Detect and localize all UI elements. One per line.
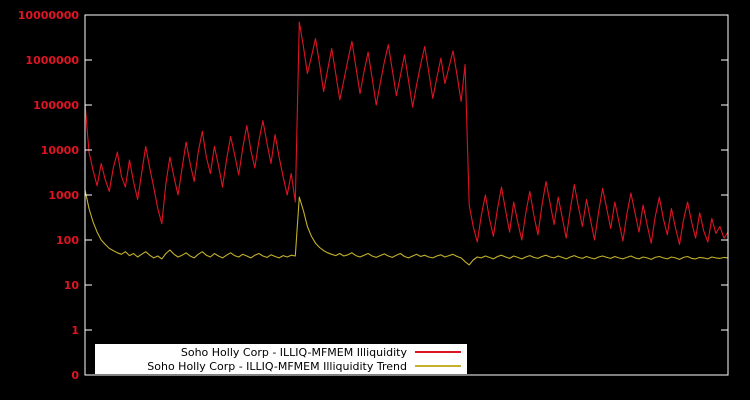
legend-item-trend: Soho Holly Corp - ILLIQ-MFMEM Illiquidit…	[99, 360, 463, 373]
legend-item-illiquidity: Soho Holly Corp - ILLIQ-MFMEM Illiquidit…	[99, 346, 463, 359]
y-axis-tick-label: 100	[56, 234, 79, 247]
legend-line-sample-trend	[415, 365, 461, 367]
legend-label-trend: Soho Holly Corp - ILLIQ-MFMEM Illiquidit…	[147, 359, 407, 373]
legend-line-sample-illiquidity	[415, 351, 461, 353]
y-axis-tick-label: 10000	[41, 144, 80, 157]
y-axis-tick-label: 10	[64, 279, 80, 292]
y-axis-tick-label: 1	[71, 324, 79, 337]
legend: Soho Holly Corp - ILLIQ-MFMEM Illiquidit…	[95, 344, 467, 374]
y-axis-tick-label: 1000000	[25, 54, 79, 67]
y-axis-tick-label: 0	[71, 369, 79, 382]
y-axis-tick-label: 100000	[33, 99, 79, 112]
legend-label-illiquidity: Soho Holly Corp - ILLIQ-MFMEM Illiquidit…	[180, 345, 407, 359]
y-axis-tick-label: 1000	[48, 189, 79, 202]
series-line-trend	[84, 189, 729, 266]
y-axis-tick-label: 10000000	[18, 9, 80, 22]
series-line-illiquidity	[84, 21, 729, 245]
